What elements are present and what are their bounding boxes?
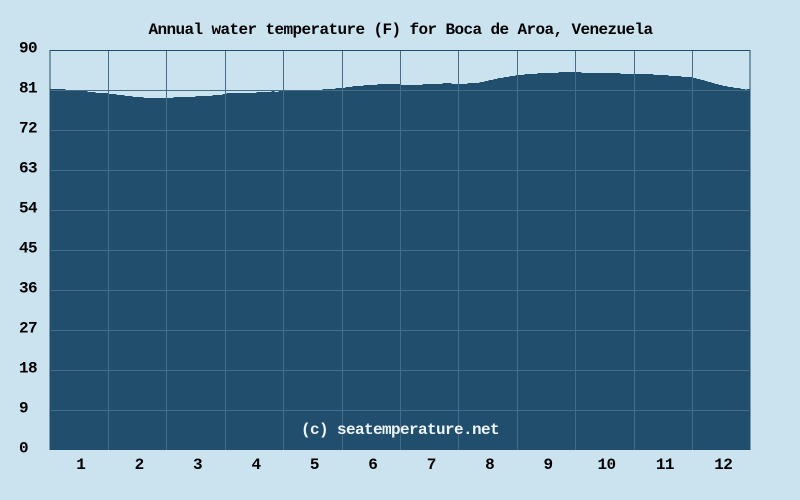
svg-text:72: 72 — [19, 120, 37, 138]
svg-text:45: 45 — [19, 240, 37, 258]
svg-text:9: 9 — [19, 400, 28, 418]
svg-text:7: 7 — [427, 456, 436, 474]
svg-text:10: 10 — [597, 456, 615, 474]
svg-text:18: 18 — [19, 360, 37, 378]
svg-text:4: 4 — [251, 456, 261, 474]
svg-text:63: 63 — [19, 160, 37, 178]
svg-text:6: 6 — [368, 456, 377, 474]
svg-text:Annual water temperature (F) f: Annual water temperature (F) for Boca de… — [148, 21, 653, 39]
svg-text:5: 5 — [310, 456, 319, 474]
svg-text:2: 2 — [135, 456, 144, 474]
svg-text:90: 90 — [19, 40, 37, 58]
svg-text:9: 9 — [543, 456, 552, 474]
svg-text:0: 0 — [19, 440, 28, 458]
svg-text:(c) seatemperature.net: (c) seatemperature.net — [301, 421, 499, 439]
svg-text:36: 36 — [19, 280, 37, 298]
svg-text:8: 8 — [485, 456, 494, 474]
svg-text:3: 3 — [193, 456, 202, 474]
svg-text:11: 11 — [656, 456, 674, 474]
svg-text:81: 81 — [19, 80, 37, 98]
svg-text:27: 27 — [19, 320, 37, 338]
svg-text:1: 1 — [76, 456, 85, 474]
svg-text:54: 54 — [19, 200, 38, 218]
svg-text:12: 12 — [714, 456, 732, 474]
